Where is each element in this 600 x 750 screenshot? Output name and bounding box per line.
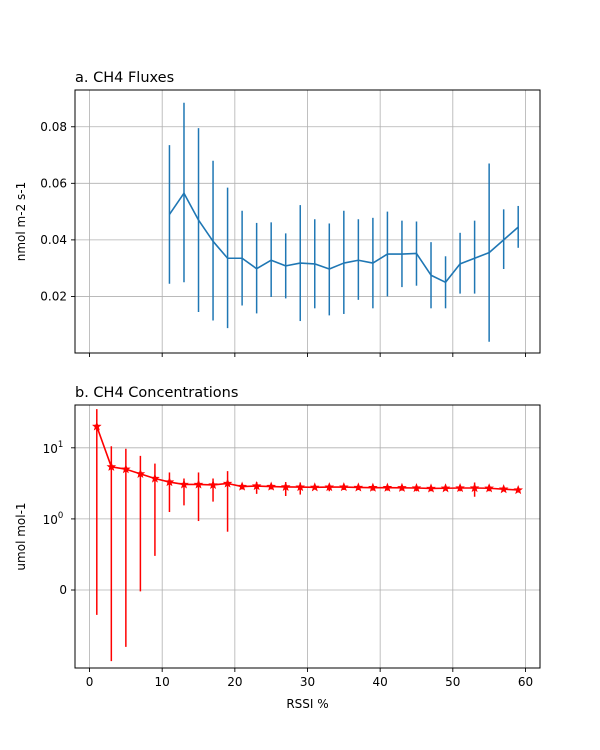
x-tick-label: 0 [86, 675, 94, 689]
x-tick-label: 10 [155, 675, 170, 689]
data-point-marker [164, 477, 175, 487]
x-axis-label: RSSI % [286, 697, 328, 711]
data-point-marker [179, 479, 189, 489]
x-tick-label: 20 [227, 675, 242, 689]
x-tick-label: 50 [445, 675, 460, 689]
data-point-marker [368, 482, 378, 492]
chart-title: b. CH4 Concentrations [75, 385, 238, 401]
data-point-marker [440, 483, 451, 493]
data-point-marker [150, 473, 160, 483]
y-tick-label: 0.08 [40, 120, 67, 134]
y-axis-label: nmol m-2 s-1 [14, 182, 28, 261]
data-point-marker [469, 482, 480, 493]
data-point-marker [411, 482, 422, 493]
x-tick-label: 40 [373, 675, 388, 689]
y-tick-label: 101 [43, 440, 64, 456]
y-tick-exponent: 0 [58, 511, 63, 521]
data-point-marker [324, 482, 335, 492]
y-tick-label: 100 [43, 511, 64, 527]
x-tick-label: 30 [300, 675, 315, 689]
data-point-marker [193, 479, 204, 489]
data-point-marker [353, 482, 364, 492]
data-point-marker [295, 482, 306, 492]
series-line [168, 192, 519, 284]
data-point-marker [484, 483, 494, 493]
data-point-marker [513, 484, 523, 495]
data-point-marker [208, 479, 218, 490]
data-point-marker [251, 480, 262, 491]
y-tick-exponent: 1 [58, 440, 63, 450]
y-tick-label: 0 [59, 583, 67, 597]
data-point-marker [309, 482, 320, 492]
data-point-marker [455, 482, 465, 493]
y-tick-label: 0.06 [40, 176, 67, 190]
x-tick-label: 60 [518, 675, 533, 689]
data-point-marker [237, 481, 247, 491]
data-point-marker [266, 481, 276, 491]
y-tick-label: 0.04 [40, 233, 67, 247]
data-point-marker [92, 421, 102, 431]
data-point-marker [397, 482, 407, 492]
data-point-marker [106, 461, 117, 471]
y-axis-label: umol mol-1 [14, 502, 28, 570]
chart-title: a. CH4 Fluxes [75, 70, 174, 86]
data-point-marker [382, 482, 393, 492]
data-point-marker [339, 482, 349, 492]
data-point-marker [498, 484, 509, 494]
data-point-marker [426, 483, 436, 493]
data-point-marker [135, 468, 146, 478]
panel-ch4-fluxes: 0.02 0.04 0.06 0.08 a. CH4 Fluxes nmol m-2 s-… [14, 70, 541, 357]
y-tick-label: 0.02 [40, 289, 67, 303]
data-point-marker [121, 464, 131, 474]
data-point-marker [222, 478, 233, 488]
data-point-marker [280, 481, 291, 491]
